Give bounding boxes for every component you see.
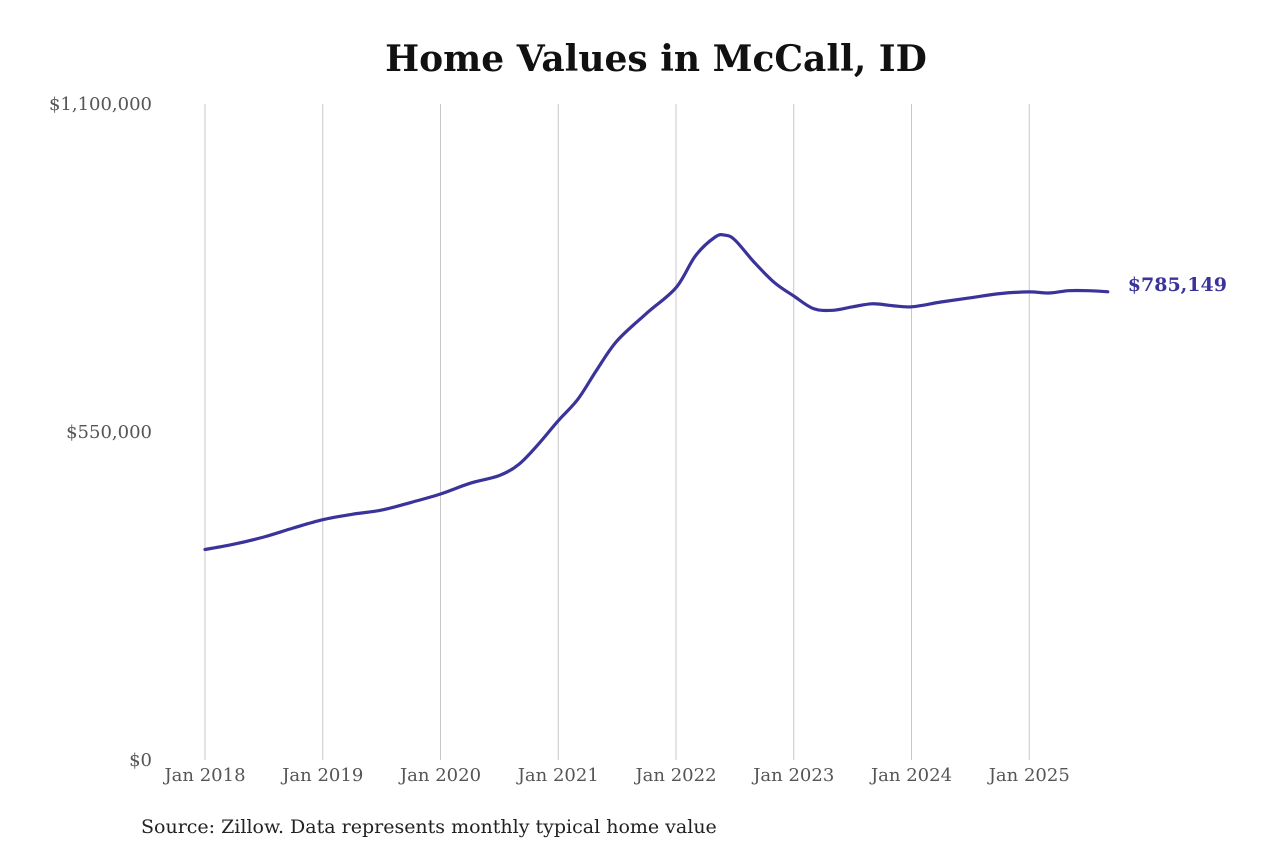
x-tick-label: Jan 2020 bbox=[398, 765, 481, 786]
x-tick-label: Jan 2022 bbox=[633, 765, 716, 786]
annotation-layer: $785,149 bbox=[1128, 274, 1227, 296]
x-tick-label: Jan 2025 bbox=[987, 765, 1070, 786]
y-tick-label: $0 bbox=[129, 750, 152, 771]
series-line bbox=[203, 233, 1110, 552]
x-axis-ticks: Jan 2018 Jan 2019 Jan 2020 Jan 2021 Jan 2022… bbox=[162, 765, 1069, 786]
grid-lines bbox=[204, 104, 1030, 760]
y-tick-label: $1,100,000 bbox=[49, 94, 152, 115]
x-tick-label: Jan 2024 bbox=[869, 765, 952, 786]
y-axis-ticks: $0 $550,000 $1,100,000 bbox=[49, 94, 152, 771]
x-tick-label: Jan 2021 bbox=[516, 765, 599, 786]
x-tick-label: Jan 2023 bbox=[751, 765, 834, 786]
chart-title: Home Values in McCall, ID bbox=[385, 38, 927, 80]
y-tick-label: $550,000 bbox=[66, 422, 152, 443]
x-tick-label: Jan 2018 bbox=[162, 765, 245, 786]
series-layer bbox=[203, 233, 1110, 552]
end-value-label: $785,149 bbox=[1128, 274, 1227, 296]
x-tick-label: Jan 2019 bbox=[280, 765, 363, 786]
source-note: Source: Zillow. Data represents monthly … bbox=[141, 816, 717, 838]
